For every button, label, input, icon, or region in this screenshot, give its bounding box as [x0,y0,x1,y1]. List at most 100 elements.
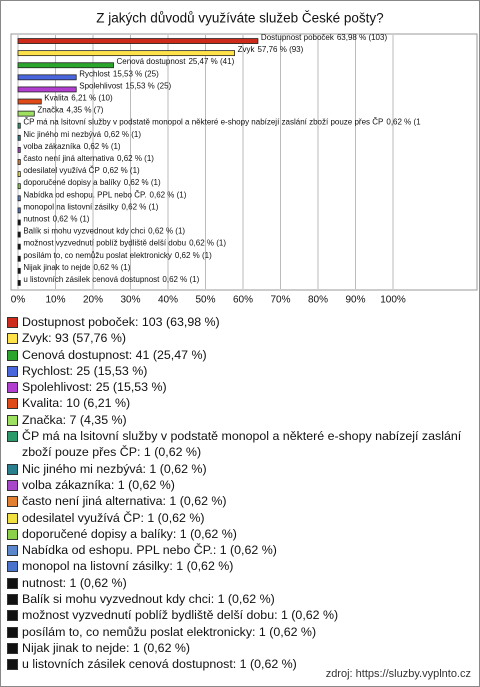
legend-item: posílám to, co nemůžu poslat elektronick… [7,624,473,640]
legend-item: Balík si mohu vyzvednout kdy chci: 1 (0,… [7,591,473,607]
value-label: 63,98 % (103) [337,33,388,42]
legend-label: odesilatel využívá ČP: 1 (0,62 %) [22,510,205,525]
value-label: 0,62 % (1) [103,166,140,175]
bar [17,267,21,274]
bar [17,86,77,93]
x-tick-label: 90% [345,295,365,306]
x-tick-label: 40% [158,295,178,306]
x-tick-label: 60% [233,295,253,306]
bar [17,219,21,226]
legend-swatch [7,642,18,654]
category-label: Nijak jinak to nejde [23,263,91,272]
legend-item: Nic jiného mi nezbývá: 1 (0,62 %) [7,461,473,477]
bar [17,280,21,286]
plot-frame [10,33,478,291]
legend-label: často není jiná alternativa: 1 (0,62 %) [22,494,227,509]
bar-label: Nabídka od eshopu. PPL nebo ČP. 0,62 % (1… [23,190,186,199]
legend-item: Zvyk: 93 (57,76 %) [7,330,473,346]
x-tick-label: 100% [380,295,406,306]
bar-label: Dostupnost poboček 63,98 % (103) [261,33,388,42]
legend-item: nutnost: 1 (0,62 %) [7,575,473,591]
bar [17,62,114,69]
bar [17,183,21,190]
legend-item: odesilatel využívá ČP: 1 (0,62 %) [7,510,473,526]
bar-label: Nijak jinak to nejde 0,62 % (1) [23,263,130,272]
legend-label: ČP má na lsitovní služby v podstatě mono… [22,429,462,460]
legend-swatch [7,382,18,394]
legend-item: často není jiná alternativa: 1 (0,62 %) [7,493,473,509]
bar [17,171,21,177]
x-tick-label: 10% [45,295,65,306]
category-label: Cenová dostupnost [117,57,187,66]
chart-title: Z jakých důvodů využíváte služeb České p… [96,11,383,26]
bar [17,98,42,105]
legend-swatch [7,365,18,377]
legend-swatch [7,512,18,524]
legend-swatch [7,561,18,573]
bar [17,207,21,214]
value-label: 0,62 % (1) [148,227,185,236]
legend-label: Balík si mohu vyzvednout kdy chci: 1 (0,… [22,592,275,607]
category-label: doporučené dopisy a balíky [23,178,120,187]
legend-item: možnost vyzvednutí poblíž bydliště delší… [7,607,473,623]
bar-label: Kvalita 6,21 % (10) [44,94,113,103]
value-label: 0,62 % (1) [104,130,141,139]
bar-label: Rychlost 15,53 % (25) [79,69,159,78]
legend-label: Spolehlivost: 25 (15,53 %) [22,380,167,395]
value-label: 15,53 % (25) [113,69,159,78]
legend-swatch [7,594,18,606]
legend-swatch [7,463,18,475]
legend-swatch [7,528,18,540]
value-label: 0,62 % (1) [53,215,90,224]
legend-label: posílám to, co nemůžu poslat elektronick… [22,624,317,639]
legend-item: Nijak jinak to nejde: 1 (0,62 %) [7,640,473,656]
bar-label: odesilatel využívá ČP 0,62 % (1) [23,166,140,175]
value-label: 57,76 % (93) [257,45,303,54]
bar-label: Značka 4,35 % (7) [37,106,103,115]
bar [17,159,21,165]
bar-label: Spolehlivost 15,53 % (25) [79,82,171,91]
legend-swatch [7,626,18,638]
legend-label: doporučené dopisy a balíky: 1 (0,62 %) [22,526,237,541]
category-label: odesilatel využívá ČP [23,166,99,175]
bar-label: u listovních zásilek cenová dostupnost 0,… [23,275,199,284]
x-tick-label: 20% [83,295,103,306]
bar-label: posílám to, co nemůžu poslat elektronick… [23,251,212,260]
legend-label: nutnost: 1 (0,62 %) [22,575,127,590]
value-label: 0,62 % (1) [117,154,154,163]
legend-label: Rychlost: 25 (15,53 %) [22,363,148,378]
legend-label: Nabídka od eshopu. PPL nebo ČP.: 1 (0,62… [22,543,277,558]
legend-swatch [7,398,18,410]
bar-label: Balík si mohu vyzvednout kdy chci 0,62 % … [23,227,185,236]
legend-swatch [7,610,18,622]
category-label: Značka [37,106,64,115]
bar [17,255,21,262]
bar [17,74,77,81]
category-label: Rychlost [79,69,110,78]
x-tick-label: 70% [270,295,290,306]
bar-label: Nic jiného mi nezbývá 0,62 % (1) [23,130,141,139]
legend-swatch [7,349,18,361]
legend-swatch [7,659,18,671]
category-label: Balík si mohu vyzvednout kdy chci [23,227,145,236]
bar [17,134,21,141]
source: zdroj: https://sluzby.vyplnto.cz [325,668,471,680]
legend-item: volba zákazníka: 1 (0,62 %) [7,477,473,493]
legend-label: Zvyk: 93 (57,76 %) [22,331,126,346]
x-tick-label: 80% [308,295,328,306]
legend-swatch [7,333,18,345]
legend-item: Rychlost: 25 (15,53 %) [7,363,473,379]
legend-swatch [7,414,18,426]
x-tick-label: 0% [11,295,26,306]
bar-label: doporučené dopisy a balíky 0,62 % (1) [23,178,161,187]
bar [17,122,21,129]
legend-label: monopol na listovní zásilky: 1 (0,62 %) [22,559,234,574]
category-label: Kvalita [44,94,69,103]
legend-swatch [7,545,18,557]
legend-item: Dostupnost poboček: 103 (63,98 %) [7,314,473,330]
bar [17,110,35,117]
x-tick-label: 50% [195,295,215,306]
value-label: 0,62 % (1) [121,202,158,211]
category-label: Dostupnost poboček [261,33,335,42]
